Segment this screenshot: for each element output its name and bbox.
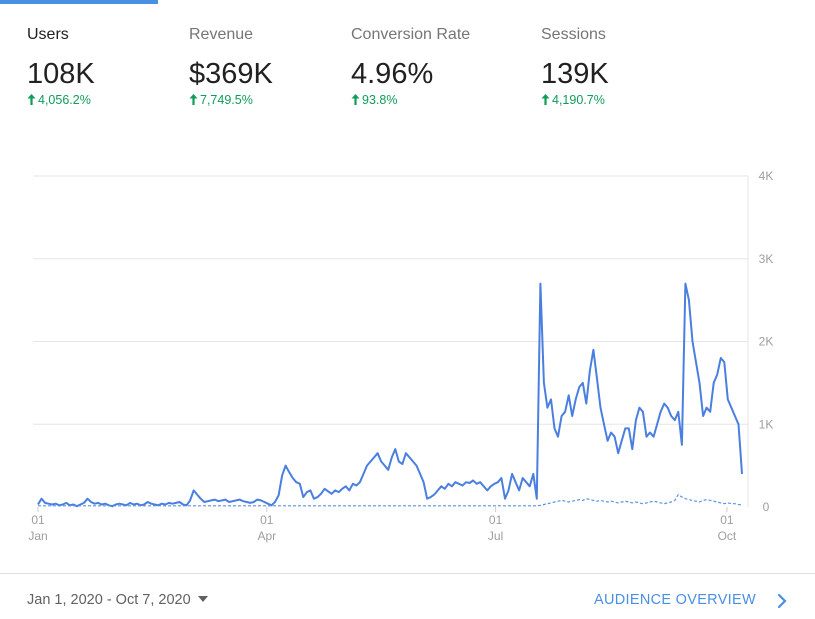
- metric-tab-users[interactable]: Users 108K 4,056.2%: [27, 26, 187, 108]
- metric-value: 4.96%: [351, 58, 434, 90]
- metric-change-value: 7,749.5%: [200, 93, 253, 107]
- y-tick-label: 4K: [759, 169, 774, 183]
- chevron-right-icon[interactable]: [776, 593, 788, 609]
- metric-change: 93.8%: [351, 92, 511, 108]
- x-tick-month: Oct: [718, 529, 737, 543]
- y-tick-label: 3K: [759, 252, 774, 266]
- metric-label: Conversion Rate: [351, 26, 471, 43]
- x-tick-day: 01: [489, 513, 503, 527]
- arrow-up-icon: [541, 94, 550, 105]
- x-tick-day: 01: [31, 513, 45, 527]
- metric-change-value: 4,056.2%: [38, 93, 91, 107]
- y-tick-label: 2K: [759, 335, 774, 349]
- x-tick-day: 01: [260, 513, 274, 527]
- arrow-up-icon: [189, 94, 198, 105]
- metric-label: Users: [27, 26, 69, 43]
- metric-change-value: 4,190.7%: [552, 93, 605, 107]
- x-tick-month: Jan: [28, 529, 47, 543]
- active-tab-indicator: [0, 0, 158, 4]
- date-range-selector[interactable]: Jan 1, 2020 - Oct 7, 2020: [27, 592, 208, 608]
- metric-tab-sessions[interactable]: Sessions 139K 4,190.7%: [541, 26, 701, 108]
- footer-divider: [0, 573, 815, 574]
- series-layer: [37, 282, 743, 508]
- current-period-line: [37, 282, 743, 508]
- x-axis: 01 Jan 01 Apr 01 Jul 01 Oct: [28, 507, 737, 543]
- metric-change: 7,749.5%: [189, 92, 349, 108]
- metric-label: Revenue: [189, 26, 254, 43]
- metric-change-value: 93.8%: [362, 93, 398, 107]
- arrow-up-icon: [351, 94, 360, 105]
- metric-value: $369K: [189, 58, 273, 90]
- metric-tab-conversion-rate[interactable]: Conversion Rate 4.96% 93.8%: [351, 26, 511, 108]
- metric-change: 4,190.7%: [541, 92, 701, 108]
- audience-overview-link[interactable]: AUDIENCE OVERVIEW: [594, 592, 756, 608]
- y-tick-label: 1K: [759, 417, 774, 431]
- x-tick-day: 01: [720, 513, 734, 527]
- y-axis: 0 1K 2K 3K 4K: [759, 169, 774, 514]
- previous-period-line: [38, 494, 743, 507]
- x-tick-month: Apr: [257, 529, 276, 543]
- y-tick-label: 0: [763, 500, 770, 514]
- x-tick-month: Jul: [488, 529, 503, 543]
- metric-change: 4,056.2%: [27, 92, 187, 108]
- chart-grid: [33, 175, 749, 507]
- arrow-up-icon: [27, 94, 36, 105]
- metric-value: 108K: [27, 58, 95, 90]
- date-range-label: Jan 1, 2020 - Oct 7, 2020: [27, 592, 191, 608]
- metric-label: Sessions: [541, 26, 606, 43]
- metric-tab-revenue[interactable]: Revenue $369K 7,749.5%: [189, 26, 349, 108]
- users-line-chart: 0 1K 2K 3K 4K 01 Jan 01 Apr 01 Jul 01 Oct: [28, 169, 774, 543]
- caret-down-icon: [197, 596, 208, 602]
- metric-value: 139K: [541, 58, 609, 90]
